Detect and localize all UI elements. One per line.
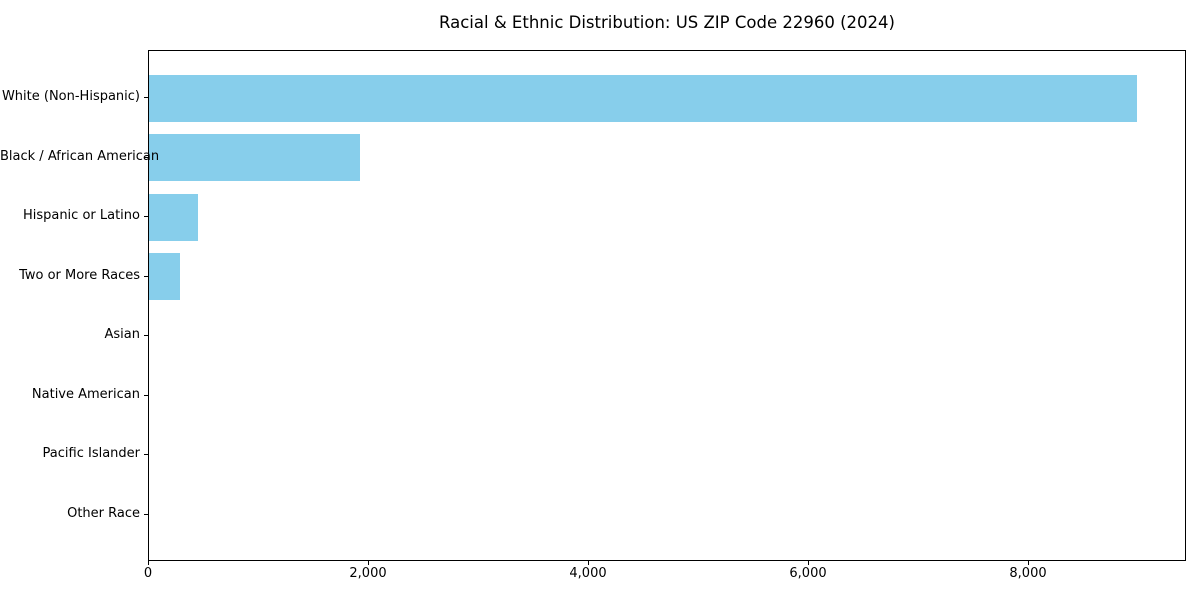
y-tick-label: Black / African American xyxy=(0,148,160,164)
y-tick-label: Asian xyxy=(104,327,140,343)
y-tick-label: Other Race xyxy=(67,506,140,521)
plot-area xyxy=(148,50,1186,561)
bar-hispanic-or-latino xyxy=(149,193,198,241)
x-tick-mark xyxy=(808,561,809,565)
y-tick-label: Hispanic or Latino xyxy=(22,208,140,224)
y-tick-label: Native American xyxy=(31,386,140,402)
y-tick-label: White (Non-Hispanic) xyxy=(1,89,140,104)
y-tick-mark xyxy=(144,156,148,158)
chart-title: Racial & Ethnic Distribution: US ZIP Cod… xyxy=(439,13,895,32)
y-tick-mark xyxy=(144,97,148,98)
y-tick-mark xyxy=(144,454,148,456)
x-tick-mark xyxy=(148,561,149,565)
bar-two-or-more-races xyxy=(149,253,180,301)
x-tick-mark xyxy=(368,561,369,565)
y-tick-mark xyxy=(144,514,148,515)
y-tick-mark xyxy=(144,394,148,396)
x-tick-label: 2,000 xyxy=(349,566,387,581)
y-tick-mark xyxy=(144,275,148,277)
bar-black-african-american xyxy=(149,134,360,182)
x-tick-mark xyxy=(1028,561,1029,565)
y-tick-label: Two or More Races xyxy=(19,267,140,283)
y-tick-mark xyxy=(144,216,148,218)
x-tick-label: 4,000 xyxy=(569,566,607,581)
x-tick-mark xyxy=(588,561,589,565)
bar-white-non-hispanic xyxy=(149,74,1137,122)
x-tick-label: 6,000 xyxy=(789,566,827,581)
x-tick-label: 8,000 xyxy=(1009,566,1047,581)
y-tick-mark xyxy=(144,335,148,337)
x-tick-label: 0 xyxy=(143,566,153,581)
y-tick-label: Pacific Islander xyxy=(42,446,140,462)
